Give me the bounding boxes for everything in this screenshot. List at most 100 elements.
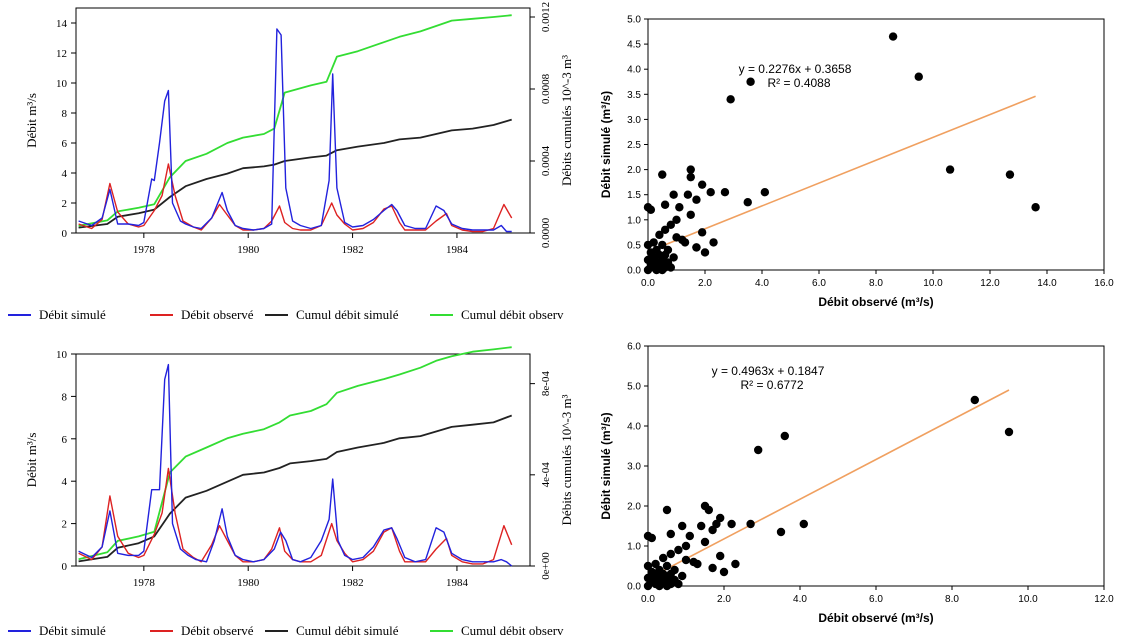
- data-point: [655, 230, 664, 240]
- y-tick-label: 10: [56, 78, 68, 90]
- series-observed-flow: [78, 163, 513, 233]
- y2-tick-label: 0.0012: [540, 2, 552, 32]
- data-point: [643, 581, 653, 591]
- x-tick-label: 6.0: [869, 594, 883, 605]
- data-point: [689, 557, 698, 567]
- legend-label: Cumul débit observ: [461, 307, 564, 322]
- data-point: [720, 187, 730, 197]
- y-tick-label: 8: [62, 391, 68, 403]
- x-tick-label: 10.0: [1018, 594, 1038, 605]
- series-cumulative-simulated: [78, 118, 512, 229]
- data-point: [651, 559, 660, 569]
- data-point: [719, 567, 729, 577]
- data-point: [706, 187, 715, 197]
- plot-frame: [647, 18, 1105, 271]
- y-tick-label: 4: [62, 168, 68, 180]
- regression-equation: y = 0.4963x + 0.1847: [712, 364, 825, 378]
- y-tick-label: 2.0: [627, 502, 641, 513]
- y-tick-label: 1.5: [627, 190, 641, 201]
- data-point: [1031, 203, 1040, 212]
- data-point: [666, 529, 675, 539]
- timeseries-chart-1: 0 2 4 6 8 10 12 14 0.0000 0.0004 0.0008 0.0012 1978 1…: [8, 2, 574, 322]
- y-tick-label: 10: [56, 349, 68, 361]
- y2-tick-label: 0e+00: [540, 552, 552, 580]
- x-tick-label: 1978: [133, 244, 156, 256]
- data-point: [662, 581, 672, 591]
- data-point: [731, 559, 740, 569]
- legend-label: Cumul débit observ: [461, 623, 564, 638]
- y-tick-label: 5.0: [627, 382, 641, 393]
- series-simulated-flow: [78, 363, 513, 567]
- x-axis-title: Débit observé (m³/s): [818, 295, 933, 309]
- plot-frame: [75, 353, 531, 567]
- y-tick-label: 3.0: [627, 462, 641, 473]
- y-tick-label: 2.0: [627, 165, 641, 176]
- data-point: [643, 265, 653, 275]
- data-point: [678, 235, 687, 245]
- data-point: [643, 240, 653, 250]
- data-point: [686, 172, 695, 182]
- y-tick-label: 2: [62, 198, 68, 210]
- x-tick-label: 16.0: [1094, 278, 1114, 289]
- data-point: [681, 541, 691, 551]
- data-point: [658, 240, 667, 250]
- y2-axis-title: Débits cumulés 10^-3 m³: [559, 55, 574, 186]
- series-cumulative-observed: [78, 14, 512, 227]
- y-tick-label: 0: [62, 561, 68, 573]
- data-point: [970, 395, 979, 405]
- data-point: [666, 220, 675, 230]
- data-point: [1005, 170, 1015, 179]
- x-tick-label: 1984: [446, 244, 469, 256]
- data-point: [914, 72, 923, 81]
- data-point: [712, 519, 721, 529]
- y-tick-label: 3.5: [627, 90, 641, 101]
- regression-line: [647, 389, 1010, 580]
- data-point: [888, 32, 898, 41]
- data-point: [700, 537, 710, 547]
- y2-tick-label: 0.0004: [540, 145, 552, 176]
- series-cumulative-simulated: [78, 414, 513, 563]
- data-point: [674, 579, 683, 589]
- y-axis-title: Débit simulé (m³/s): [599, 91, 613, 198]
- series-observed-flow: [78, 467, 513, 565]
- data-point: [697, 521, 706, 531]
- data-point: [672, 215, 681, 224]
- legend-label: Cumul débit simulé: [296, 307, 399, 322]
- y-tick-label: 1.0: [627, 542, 641, 553]
- y2-tick-label: 4e-04: [540, 462, 552, 488]
- series-simulated-flow: [78, 28, 512, 233]
- data-point: [700, 248, 710, 257]
- data-point: [658, 170, 667, 179]
- x-tick-label: 8.0: [869, 278, 883, 289]
- y-tick-label: 4.0: [627, 422, 641, 433]
- y2-tick-label: 0.0008: [540, 73, 552, 104]
- data-point: [697, 180, 707, 189]
- data-point: [678, 571, 687, 581]
- legend-label: Débit simulé: [39, 623, 106, 638]
- x-tick-label: 1982: [342, 577, 364, 589]
- x-tick-label: 1980: [237, 244, 260, 256]
- data-point: [659, 553, 668, 563]
- x-tick-label: 6.0: [812, 278, 826, 289]
- data-point: [709, 238, 718, 247]
- data-point: [662, 505, 672, 515]
- regression-equation: y = 0.2276x + 0.3658: [739, 62, 852, 76]
- y-tick-label: 12: [56, 48, 67, 60]
- legend-label: Débit simulé: [39, 307, 106, 322]
- legend-label: Débit observé: [181, 307, 254, 322]
- y-tick-label: 0.0: [627, 582, 641, 593]
- data-point: [686, 165, 695, 174]
- data-point: [669, 253, 678, 262]
- data-point: [685, 531, 694, 541]
- y-tick-label: 14: [56, 18, 68, 30]
- data-point: [799, 519, 808, 529]
- data-point: [666, 263, 675, 272]
- y2-tick-label: 0.0000: [540, 217, 552, 248]
- data-point: [669, 190, 678, 199]
- scatter-chart-2: 0.0 1.0 2.0 3.0 4.0 5.0 6.0 0.0 2.0 4.0 6.0 8.0 10.0…: [599, 342, 1114, 626]
- legend-label: Cumul débit simulé: [296, 623, 399, 638]
- data-point: [683, 190, 693, 199]
- data-point: [708, 563, 717, 573]
- plot-frame: [647, 345, 1105, 587]
- data-point: [643, 561, 653, 571]
